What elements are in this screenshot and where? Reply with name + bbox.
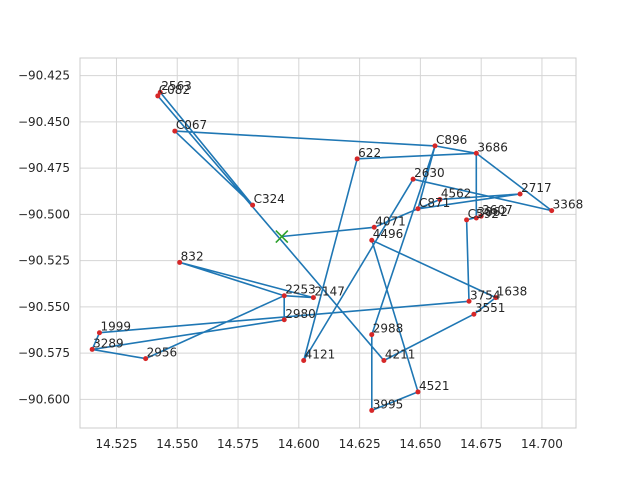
point-label: 3754 [470, 288, 501, 302]
route-point [415, 389, 421, 395]
x-tick-label: 14.525 [95, 437, 137, 451]
point-label: 3862 [477, 205, 508, 219]
route-point [369, 407, 375, 413]
point-label: 4121 [305, 347, 336, 361]
route-point [381, 357, 387, 363]
point-label: 2980 [285, 307, 316, 321]
plot-frame [79, 57, 577, 429]
route-point [177, 259, 183, 265]
y-tick-label: −90.475 [18, 161, 70, 175]
route-point [281, 317, 287, 323]
point-label: 4071 [375, 214, 406, 228]
point-label: C067 [176, 118, 207, 132]
point-label: C324 [254, 192, 285, 206]
route-point [473, 215, 479, 221]
x-tick-label: 14.550 [156, 437, 198, 451]
point-label: 2147 [314, 285, 345, 299]
x-tick-label: 14.575 [217, 437, 259, 451]
point-label: 4521 [419, 379, 450, 393]
y-tick-label: −90.425 [18, 69, 70, 83]
route-point [371, 224, 377, 230]
y-tick-label: −90.600 [18, 392, 70, 406]
route-point [96, 330, 102, 336]
route-point [369, 237, 375, 243]
route-point [155, 93, 161, 99]
point-label: C082 [159, 83, 190, 97]
route-point [437, 197, 443, 203]
route-point [493, 295, 499, 301]
plot-area [80, 58, 576, 428]
x-tick-label: 14.650 [399, 437, 441, 451]
route-point [250, 202, 256, 208]
point-label: 3995 [373, 397, 404, 411]
point-label: 2956 [147, 346, 178, 360]
point-label: 3551 [475, 301, 506, 315]
y-tick-label: −90.500 [18, 207, 70, 221]
point-label: 3289 [93, 336, 124, 350]
depot-x-stroke [275, 229, 289, 244]
route-point [157, 89, 163, 95]
point-label: 2563 [161, 79, 192, 93]
route-point [369, 332, 375, 338]
point-label: C592 [468, 207, 499, 221]
point-label: 4211 [385, 347, 416, 361]
point-label: 2988 [373, 322, 404, 336]
route-point [410, 176, 416, 182]
route-point [466, 298, 472, 304]
point-label: 832 [181, 249, 204, 263]
point-label: 622 [358, 146, 381, 160]
x-tick-label: 14.700 [521, 437, 563, 451]
point-label: 3607 [482, 203, 513, 217]
point-label: 4562 [441, 187, 472, 201]
point-label: 1999 [100, 320, 131, 334]
point-label: 2253 [285, 283, 316, 297]
point-label: 4496 [373, 227, 404, 241]
route-point [415, 206, 421, 212]
route-point [143, 356, 149, 362]
x-tick-label: 14.675 [460, 437, 502, 451]
tick-labels: 14.525 14.550 14.575 14.600 14.625 14.650 14.6… [18, 69, 563, 451]
grid [80, 58, 576, 428]
y-tick-label: −90.575 [18, 346, 70, 360]
route-point [354, 156, 360, 162]
route-point [549, 208, 555, 214]
point-label: 3686 [477, 140, 508, 154]
route-points [89, 89, 555, 413]
x-tick-label: 14.625 [339, 437, 381, 451]
point-label: 2630 [414, 166, 445, 180]
y-tick-label: −90.525 [18, 254, 70, 268]
point-label: C896 [436, 133, 467, 147]
route-point [310, 295, 316, 301]
route-point [517, 191, 523, 197]
route-point [301, 357, 307, 363]
route-point [464, 217, 470, 223]
y-tick-label: −90.550 [18, 300, 70, 314]
x-tick-label: 14.600 [278, 437, 320, 451]
point-label: 3368 [553, 198, 584, 212]
route-point [281, 293, 287, 299]
route-point [89, 346, 95, 352]
depot-marker [275, 229, 289, 244]
route-point [172, 128, 178, 134]
point-label: 1638 [497, 285, 528, 299]
route-point [432, 143, 438, 149]
point-label: 2717 [521, 181, 552, 195]
route-point [473, 150, 479, 156]
y-tick-label: −90.450 [18, 115, 70, 129]
point-label: C871 [419, 196, 450, 210]
route-point [478, 213, 484, 219]
route-point [471, 311, 477, 317]
